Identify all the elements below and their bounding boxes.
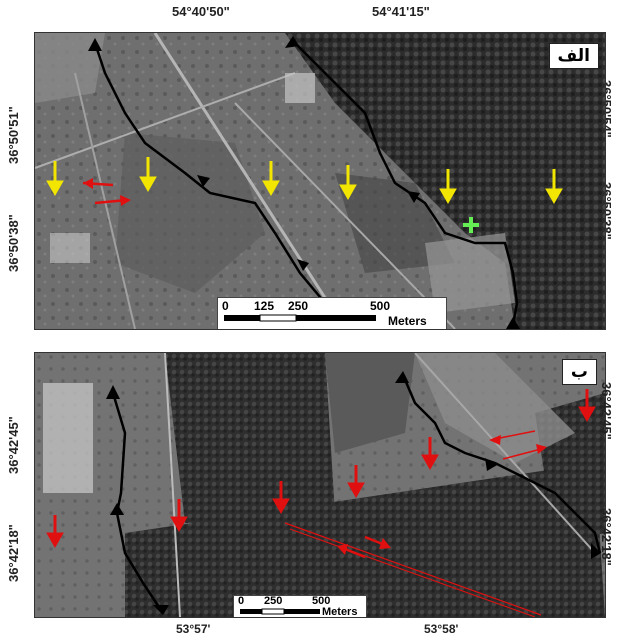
- red-arrow-icon: [272, 481, 290, 515]
- fault-line-4: [401, 374, 602, 554]
- fault-arrowhead: [591, 543, 601, 559]
- red-offset-arrow-icon: [94, 195, 131, 206]
- fault-arrowhead: [395, 371, 409, 383]
- scale-tick-0: 0: [222, 299, 229, 313]
- fault-arrowhead: [110, 503, 124, 515]
- fault-line-2: [292, 40, 519, 326]
- fault-arrowhead: [506, 317, 520, 329]
- fault-line-1: [93, 42, 335, 326]
- fault-line-3: [111, 392, 165, 614]
- red-arrow-icon: [578, 389, 596, 423]
- fault-arrowhead: [297, 259, 309, 271]
- scale-tick-250: 250: [264, 595, 283, 607]
- yellow-arrow-icon: [46, 161, 64, 197]
- top-coord-left-1: 36°50'51": [6, 106, 21, 164]
- fault-arrowhead: [485, 458, 497, 471]
- red-offset-arrow-icon: [82, 178, 114, 189]
- scale-tick-125: 125: [254, 299, 275, 313]
- top-coord-left-2: 36°50'38": [6, 214, 21, 272]
- satellite-imagery-alef: [35, 33, 605, 329]
- map-panel-be: ب 0 250 500 Meters: [34, 352, 606, 618]
- fault-arrowhead: [285, 36, 299, 48]
- red-offset-arrow-icon: [364, 535, 391, 549]
- panel-label-be: ب: [561, 359, 597, 385]
- scale-tick-250: 250: [288, 299, 309, 313]
- red-arrow-icon: [421, 437, 439, 471]
- top-coord-x2: 54°41'15": [372, 4, 430, 19]
- scale-unit: Meters: [322, 606, 358, 618]
- yellow-arrow-icon: [439, 169, 457, 205]
- scale-bar-alef: 0 125 250 500 Meters: [217, 297, 447, 329]
- red-offset-arrow-icon: [502, 444, 547, 460]
- top-coord-x1: 54°40'50": [172, 4, 230, 19]
- red-arrow-icon: [46, 515, 64, 549]
- red-offset-arrow-icon: [489, 430, 536, 445]
- bottom-coord-x1: 53°57': [176, 622, 211, 636]
- fault-arrowhead: [407, 191, 420, 203]
- bottom-coord-right-1: 36°42'45": [599, 382, 614, 440]
- map-panel-alef: الف 0 125 250 500 Meters: [34, 32, 606, 330]
- bottom-coord-left-1: 36°42'45": [6, 416, 21, 474]
- panel-label-alef: الف: [548, 43, 599, 69]
- red-offset-arrow-icon: [337, 544, 366, 559]
- scale-tick-500: 500: [312, 595, 331, 607]
- fault-arrowhead: [106, 385, 120, 399]
- scale-bar-be: 0 250 500 Meters: [233, 595, 367, 618]
- fault-arrowhead: [197, 175, 210, 187]
- yellow-arrow-icon: [339, 165, 357, 201]
- bottom-coord-x2: 53°58': [424, 622, 459, 636]
- scale-tick-500: 500: [370, 299, 391, 313]
- fault-arrowhead: [88, 38, 102, 51]
- bottom-coord-right-2: 36°42'18": [599, 508, 614, 566]
- red-lineament: [289, 528, 536, 617]
- green-plus-marker-icon: [463, 217, 479, 233]
- satellite-imagery-be: [35, 353, 605, 617]
- fault-arrowhead: [153, 605, 169, 615]
- scale-unit: Meters: [388, 314, 427, 328]
- red-arrow-icon: [170, 499, 188, 533]
- yellow-arrow-icon: [139, 157, 157, 193]
- bottom-coord-left-2: 36°42'18": [6, 524, 21, 582]
- red-lineament: [284, 522, 542, 616]
- scale-tick-0: 0: [238, 595, 245, 607]
- yellow-arrow-icon: [545, 169, 563, 205]
- red-arrow-icon: [347, 465, 365, 499]
- yellow-arrow-icon: [262, 161, 280, 197]
